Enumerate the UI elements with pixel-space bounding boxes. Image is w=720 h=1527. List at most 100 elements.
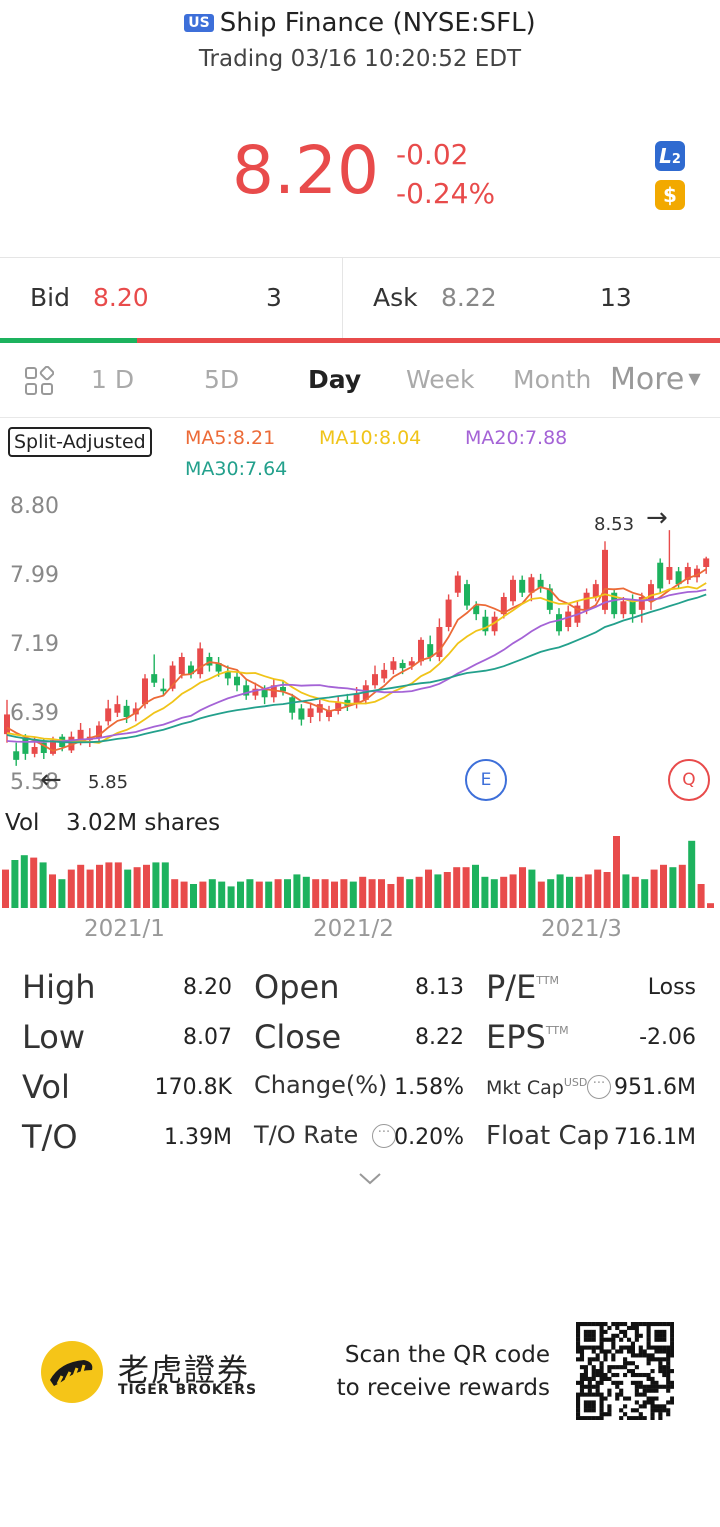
candle xyxy=(436,627,443,657)
qr-module xyxy=(626,1349,632,1354)
candle xyxy=(510,579,516,602)
qr-module xyxy=(591,1392,596,1397)
qr-module xyxy=(654,1322,659,1327)
volume-bar xyxy=(293,874,301,908)
volume-bar xyxy=(396,876,404,908)
qr-module xyxy=(642,1353,647,1358)
candle xyxy=(31,747,38,754)
expand-chevron-icon[interactable] xyxy=(357,1170,383,1192)
qr-module xyxy=(654,1408,659,1413)
qr-module xyxy=(654,1384,659,1389)
qr-module xyxy=(662,1408,667,1413)
volume-bar xyxy=(669,867,677,908)
qr-module xyxy=(626,1416,632,1420)
candle xyxy=(105,708,112,722)
stat-mktcap-value: 951.6M xyxy=(614,1075,696,1100)
qr-module xyxy=(599,1337,604,1342)
stat-to-label: T/O xyxy=(22,1118,78,1156)
qr-module xyxy=(607,1376,612,1381)
grid-icon[interactable] xyxy=(24,365,55,396)
qr-module xyxy=(576,1341,581,1346)
qr-module xyxy=(595,1392,600,1397)
tab-5d[interactable]: 5D xyxy=(204,365,240,394)
x-tick: 2021/3 xyxy=(541,916,622,942)
volume-bar xyxy=(30,857,38,908)
qr-module xyxy=(591,1376,596,1381)
qr-module xyxy=(634,1380,639,1385)
split-adjusted-button[interactable]: Split-Adjusted xyxy=(8,427,152,457)
qr-module xyxy=(579,1353,585,1358)
volume-bar xyxy=(406,879,414,908)
candle xyxy=(583,592,590,610)
qr-module xyxy=(642,1322,647,1327)
qr-module xyxy=(599,1408,604,1413)
qr-module xyxy=(595,1380,600,1385)
x-tick: 2021/1 xyxy=(84,916,165,942)
volume-chart[interactable] xyxy=(0,830,720,910)
qr-module xyxy=(630,1349,635,1354)
volume-bar xyxy=(152,862,160,908)
qr-module xyxy=(650,1408,655,1413)
tab-more[interactable]: More ▼ xyxy=(610,362,701,397)
qr-module xyxy=(646,1322,651,1327)
volume-bar xyxy=(613,836,620,908)
qr-module xyxy=(670,1369,674,1374)
qr-module xyxy=(670,1333,674,1338)
qr-module xyxy=(579,1357,585,1362)
qr-module xyxy=(662,1365,667,1370)
volume-bars xyxy=(2,836,714,908)
volume-bar xyxy=(58,879,66,908)
qr-module xyxy=(619,1345,624,1350)
qr-module xyxy=(630,1341,635,1346)
candle xyxy=(151,674,158,683)
candle xyxy=(675,571,682,585)
stat-high-value: 8.20 xyxy=(183,975,232,1000)
volume-bar xyxy=(302,876,310,908)
qr-module xyxy=(638,1322,643,1327)
ask-volume-bar xyxy=(137,338,720,343)
qr-module xyxy=(583,1376,588,1381)
qr-module xyxy=(658,1357,663,1362)
info-icon[interactable]: ··· xyxy=(372,1124,396,1148)
volume-bar xyxy=(77,864,85,908)
quarterly-event-marker[interactable]: Q xyxy=(668,759,710,801)
qr-module xyxy=(670,1384,674,1389)
qr-module xyxy=(587,1404,592,1409)
qr-module xyxy=(576,1408,581,1413)
qr-module xyxy=(623,1322,628,1327)
qr-module xyxy=(646,1400,651,1405)
tab-month[interactable]: Month xyxy=(513,365,592,394)
qr-code[interactable] xyxy=(576,1322,674,1420)
stat-to-value: 1.39M xyxy=(164,1125,232,1150)
y-tick: 5.58 xyxy=(10,770,59,795)
qr-module xyxy=(583,1322,588,1327)
level2-icon[interactable]: L2 xyxy=(655,141,685,171)
qr-module xyxy=(595,1416,600,1420)
dollar-icon[interactable]: $ xyxy=(655,180,685,210)
bid-volume-bar xyxy=(0,338,137,343)
info-icon[interactable]: ··· xyxy=(587,1075,611,1099)
qr-module xyxy=(599,1325,604,1331)
volume-bar xyxy=(218,881,226,908)
qr-module xyxy=(638,1372,643,1378)
qr-module xyxy=(576,1357,581,1362)
tab-week[interactable]: Week xyxy=(406,365,475,394)
qr-module xyxy=(576,1396,581,1401)
qr-module xyxy=(630,1372,635,1378)
earnings-event-marker[interactable]: E xyxy=(465,759,507,801)
ma10-label: MA10:8.04 xyxy=(319,427,422,449)
qr-module xyxy=(603,1412,608,1417)
qr-module xyxy=(576,1412,581,1417)
candle xyxy=(464,584,470,606)
tab-1d[interactable]: 1 D xyxy=(91,365,135,394)
candle xyxy=(473,605,480,615)
qr-module xyxy=(619,1408,624,1413)
qr-module xyxy=(646,1388,651,1393)
price-chart[interactable] xyxy=(0,490,720,810)
qr-module xyxy=(666,1369,671,1374)
qr-module xyxy=(595,1353,600,1358)
qr-module xyxy=(591,1400,596,1405)
qr-module xyxy=(599,1341,604,1346)
brand-name-cn: 老虎證券 xyxy=(118,1353,250,1389)
tab-day[interactable]: Day xyxy=(308,365,362,394)
